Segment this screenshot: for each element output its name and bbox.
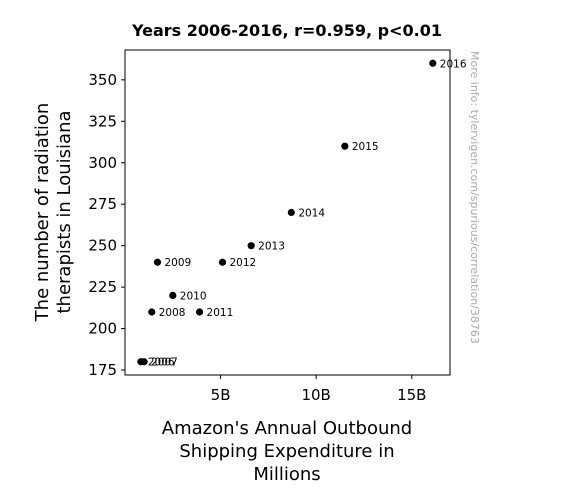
y-tick-label: 300 (88, 154, 117, 172)
y-tick-label: 175 (88, 361, 117, 379)
y-tick-label: 275 (88, 195, 117, 213)
plot-frame (124, 49, 451, 376)
point-label: 2012 (230, 257, 257, 269)
point-label: 2009 (165, 257, 192, 269)
data-point (195, 308, 204, 316)
y-tick-label: 325 (88, 112, 117, 130)
y-axis-label: The number of radiation therapists in Lou… (32, 103, 75, 323)
data-point (218, 258, 227, 266)
x-tick-label: 5B (211, 386, 231, 404)
point-label: 2007 (151, 357, 178, 369)
x-axis-label-line: Millions (253, 464, 320, 485)
point-label: 2008 (159, 307, 186, 319)
y-tick-label: 350 (88, 71, 117, 89)
point-label: 2006 (148, 357, 175, 369)
point-label: 2014 (298, 208, 325, 220)
x-axis-label-line: Shipping Expenditure in (179, 441, 394, 462)
point-label: 2013 (258, 241, 285, 253)
data-point (153, 258, 162, 266)
data-point (287, 208, 295, 217)
y-tick-label: 200 (88, 320, 117, 338)
data-point (169, 291, 177, 300)
point-label: 2010 (180, 290, 207, 302)
point-label: 2016 (440, 58, 467, 70)
point-label: 2011 (207, 307, 234, 319)
data-point (247, 242, 255, 250)
y-axis-label-line: therapists in Louisiana (54, 110, 75, 313)
data-point (140, 358, 148, 366)
x-tick-label: 10B (301, 386, 330, 404)
data-point (429, 59, 437, 67)
source-watermark: More info: tylervigen.com/spurious/corre… (468, 51, 481, 344)
point-label: 2015 (352, 141, 379, 153)
plot-area: 2006200720082009201020112012201320142015… (137, 58, 467, 369)
y-tick-label: 250 (88, 237, 117, 255)
y-axis-label-line: The number of radiation (32, 103, 53, 323)
data-point (148, 308, 156, 316)
y-tick-label: 225 (88, 278, 117, 296)
x-tick-label: 15B (397, 386, 426, 404)
x-axis-label-line: Amazon's Annual Outbound (162, 418, 412, 439)
chart-title: Years 2006-2016, r=0.959, p<0.01 (131, 21, 442, 40)
data-point (341, 142, 349, 150)
